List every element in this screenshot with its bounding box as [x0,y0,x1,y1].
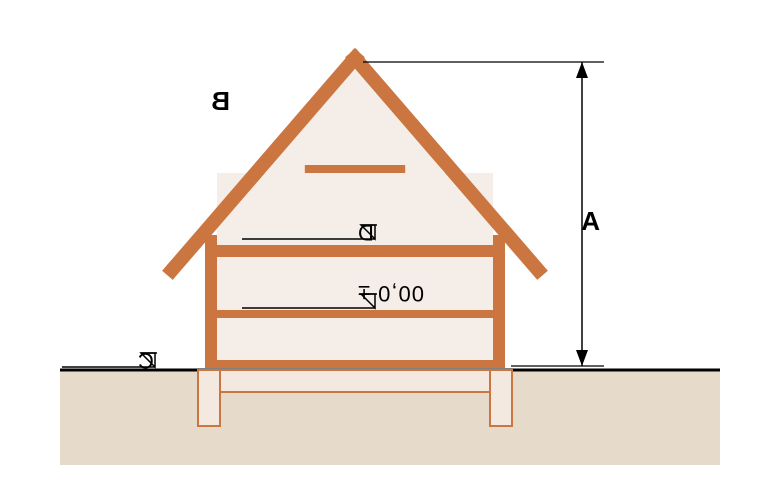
footing-left [198,370,220,426]
footing-right [490,370,512,426]
level-d-label: D [357,220,374,245]
dim-a-arrow-bot [576,350,588,366]
level-c-label: C [137,348,154,373]
collar-tie [305,165,405,173]
label-a: A [581,206,600,236]
gable-fill [218,58,492,235]
dim-a-arrow-top [576,62,588,78]
upper-floor-slab [205,245,505,257]
section-diagram: 00,0 ± D C A B [0,0,780,503]
foundation-slab [218,370,492,392]
level-zero-label: 00,0 ± [357,281,424,306]
base-slab [205,360,505,368]
ground-floor-slab [205,310,505,318]
label-b: B [211,86,230,116]
